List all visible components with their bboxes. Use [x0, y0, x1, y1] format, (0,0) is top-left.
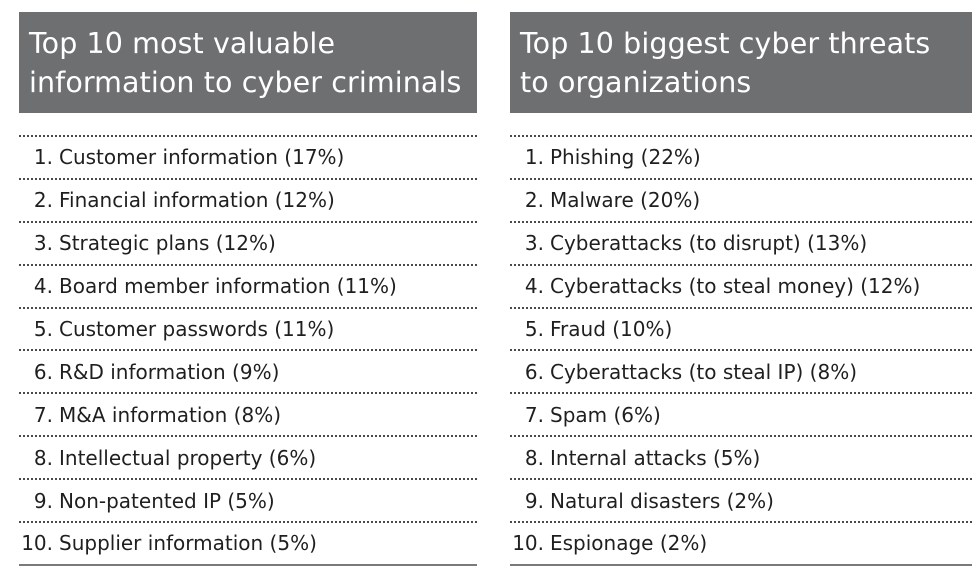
item-rank: 7. [524, 402, 544, 427]
item-rank: 4. [524, 274, 544, 299]
list-item: 8. Intellectual property (6%) [19, 437, 477, 481]
cyber-threats-list: 1. Phishing (22%) 2. Malware (20%) 3. Cyber… [510, 135, 972, 566]
list-item: 2. Malware (20%) [510, 180, 972, 223]
list-item: 8. Internal attacks (5%) [510, 437, 972, 481]
item-text: Malware (20%) [550, 188, 701, 213]
item-text: Cyberattacks (to steal IP) (8%) [550, 359, 858, 384]
item-rank: 1. [33, 145, 53, 170]
list-item: 1. Phishing (22%) [510, 137, 972, 180]
valuable-information-header: Top 10 most valuable information to cybe… [19, 12, 477, 113]
item-rank: 3. [524, 231, 544, 256]
item-rank: 2. [524, 188, 544, 213]
list-item: 10. Espionage (2%) [510, 523, 972, 566]
item-text: M&A information (8%) [59, 402, 282, 427]
item-text: Non-patented IP (5%) [59, 488, 275, 513]
item-rank: 8. [524, 445, 544, 470]
list-item: 4. Board member information (11%) [19, 266, 477, 309]
item-text: Phishing (22%) [550, 145, 701, 170]
item-text: Board member information (11%) [59, 274, 397, 299]
item-rank: 2. [33, 188, 53, 213]
item-text: Customer information (17%) [59, 145, 345, 170]
cyber-threats-header: Top 10 biggest cyber threats to organiza… [510, 12, 972, 113]
item-rank: 6. [33, 359, 53, 384]
item-text: Supplier information (5%) [59, 531, 317, 556]
item-rank: 10. [21, 531, 53, 556]
item-text: Intellectual property (6%) [59, 445, 317, 470]
item-rank: 3. [33, 231, 53, 256]
item-rank: 5. [524, 317, 544, 341]
item-rank: 9. [524, 488, 544, 513]
list-item: 7. Spam (6%) [510, 394, 972, 438]
item-text: Cyberattacks (to steal money) (12%) [550, 274, 921, 299]
list-item: 5. Customer passwords (11%) [19, 309, 477, 352]
item-text: Fraud (10%) [550, 317, 673, 341]
item-text: Espionage (2%) [550, 531, 708, 556]
item-text: R&D information (9%) [59, 359, 280, 384]
list-item: 9. Natural disasters (2%) [510, 480, 972, 524]
item-text: Internal attacks (5%) [550, 445, 761, 470]
item-rank: 1. [524, 145, 544, 170]
item-text: Financial information (12%) [59, 188, 335, 213]
item-rank: 8. [33, 445, 53, 470]
item-rank: 7. [33, 402, 53, 427]
item-text: Cyberattacks (to disrupt) (13%) [550, 231, 868, 256]
item-text: Natural disasters (2%) [550, 488, 774, 513]
valuable-information-title-line-2: information to cyber criminals [29, 66, 462, 99]
valuable-information-list: 1. Customer information (17%) 2. Financial… [19, 135, 477, 566]
list-item: 4. Cyberattacks (to steal money) (12%) [510, 266, 972, 309]
item-text: Spam (6%) [550, 402, 661, 427]
list-item: 6. R&D information (9%) [19, 351, 477, 395]
item-text: Strategic plans (12%) [59, 231, 276, 256]
list-item: 1. Customer information (17%) [19, 137, 477, 180]
list-item: 10. Supplier information (5%) [19, 523, 477, 566]
item-rank: 5. [33, 317, 53, 341]
cyber-threats-title-line-2: to organizations [520, 66, 752, 99]
item-rank: 9. [33, 488, 53, 513]
list-item: 7. M&A information (8%) [19, 394, 477, 438]
valuable-information-title-line-1: Top 10 most valuable [29, 27, 336, 60]
item-text: Customer passwords (11%) [59, 317, 335, 341]
item-rank: 6. [524, 359, 544, 384]
list-item: 6. Cyberattacks (to steal IP) (8%) [510, 351, 972, 395]
cyber-threats-title-line-1: Top 10 biggest cyber threats [520, 27, 931, 60]
valuable-information-panel: Top 10 most valuable information to cybe… [19, 12, 477, 566]
list-item: 3. Cyberattacks (to disrupt) (13%) [510, 223, 972, 266]
item-rank: 4. [33, 274, 53, 299]
list-item: 3. Strategic plans (12%) [19, 223, 477, 266]
list-item: 9. Non-patented IP (5%) [19, 480, 477, 524]
list-item: 5. Fraud (10%) [510, 309, 972, 352]
item-rank: 10. [512, 531, 544, 556]
cyber-threats-panel: Top 10 biggest cyber threats to organiza… [510, 12, 972, 566]
list-item: 2. Financial information (12%) [19, 180, 477, 223]
